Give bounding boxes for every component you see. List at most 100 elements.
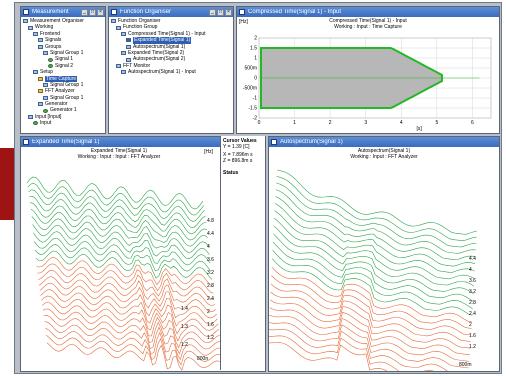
compressed-titlebar[interactable]: Compressed Time(Signal 1) - Input [237,7,499,17]
waterfall-trace [276,176,477,242]
measurement-tree-item[interactable]: Generator 1 [23,107,103,113]
waterfall-trace [27,182,205,216]
z-tick-label: 4 [207,244,210,250]
tree-item-label: Compressed Time(Signal 1) - Input [128,30,206,37]
waterfall-trace [43,314,220,349]
function-tree-item[interactable]: Function Group [111,24,231,30]
function-tree-item[interactable]: Expanded Time(Signal 1) [111,37,231,44]
z-tick-label: 2 [207,309,210,315]
waterfall-trace [38,270,215,300]
plot-subheader: Working : Input : Input : FFT Analyzer [77,153,161,160]
z-tick-label: 4.4 [207,231,214,237]
window-title: Measurement [32,9,69,15]
measurement-tree-item[interactable]: Working [23,24,103,30]
waterfall-trace [41,295,218,327]
function-tree-item[interactable]: Expanded Time(Signal 2) [111,50,231,56]
measurement-tree-item[interactable]: Frontend [23,31,103,37]
measurement-tree-item[interactable]: Signal Group 1 [23,50,103,56]
window-icon [271,139,277,145]
function-tree-item[interactable]: FFT Monitor [111,63,231,69]
autospectrum-waterfall-plot[interactable]: 4.4 4 3.6 3.2 2.8 2.4 2 1.6 1.2 800m [269,160,499,372]
tree-item-label: Signals [45,37,62,44]
window-icon [239,9,245,15]
minimize-button[interactable]: _ [81,8,88,16]
x-tick-label: 4 [400,120,403,126]
function-tree-item[interactable]: Compressed Time(Signal 1) - Input [111,31,231,37]
analyzer-icon [38,76,43,81]
close-button[interactable]: × [225,8,232,16]
function-icon [126,38,131,43]
folder-icon [43,95,48,100]
waterfall-trace [44,321,221,355]
tree-item-label: Autospectrum(Signal 1) - Input [128,69,196,76]
waterfall-trace [39,283,216,313]
measurement-tree-item[interactable]: Groups [23,44,103,50]
measurement-titlebar[interactable]: Measurement _ □ × [21,7,105,17]
measurement-tree-item[interactable]: Signals [23,37,103,43]
tree-item-label: FFT Monitor [123,62,151,69]
function-tree-item[interactable]: Autospectrum(Signal 2) [111,56,231,62]
waterfall-trace [29,195,206,228]
folder-icon [38,38,43,43]
z-tick-label: 2.4 [207,296,214,302]
x-tick-label: 2 [329,120,332,126]
z-tick-label: 4.4 [469,256,476,262]
tree-item-label: Time Capture [45,75,78,82]
waterfall-trace [46,342,221,371]
close-button[interactable]: × [97,8,104,16]
folder-icon [28,115,33,120]
z-tick-label: 2 [469,322,472,328]
z-tick-label: 2.4 [469,311,476,317]
z-tick-label: 1.2 [469,344,476,350]
tree-item-label: Expanded Time(Signal 1) [133,37,192,44]
y-tick-label: 500m [244,66,257,72]
waterfall-trace [46,334,221,366]
function-tree-item[interactable]: Function Organiser [111,18,231,24]
folder-icon [28,25,33,30]
measurement-tree-item[interactable]: Signal Group 1 [23,95,103,101]
measurement-tree-item[interactable]: Signal 2 [23,63,103,69]
x-tick-label: 3 [364,120,367,126]
waterfall-trace [38,276,216,306]
expanded-waterfall-plot[interactable]: 4.8 4.4 4 3.6 3.2 2.8 2.4 2 1.6 1.2 800n 1.4 1.3 1.2 [21,160,221,372]
measurement-tree-item[interactable]: Setup [23,69,103,75]
measurement-tree-item[interactable]: Input [Input] [23,114,103,120]
waterfall-trace [45,327,221,361]
measurement-tree-item[interactable]: Signal Group 1 [23,82,103,88]
waterfall-trace [270,291,471,342]
unit-label: [Hz] [204,149,213,155]
window-title: Compressed Time(Signal 1) - Input [248,9,342,15]
waterfall-trace [272,249,473,309]
minimize-button[interactable]: _ [209,8,216,16]
autospectrum-titlebar[interactable]: Autospectrum(Signal 1) [269,137,499,147]
tree-item-label: Autospectrum(Signal 1) [133,43,186,50]
tree-item-label: Groups [45,43,62,50]
measurement-tree-item[interactable]: Generator [23,101,103,107]
waterfall-trace [275,196,476,260]
x-tick-label: 1.2 [181,342,188,348]
tree-item-label: Input [Input] [35,113,62,120]
measurement-tree-item[interactable]: Input [23,120,103,126]
z-tick-label: 1.6 [469,333,476,339]
waterfall-trace [269,307,470,356]
maximize-button[interactable]: □ [89,8,96,16]
measurement-tree-item[interactable]: Time Capture [23,75,103,82]
tree-item-label: Signal Group 1 [50,49,84,56]
waterfall-trace [37,263,214,294]
measurement-tree-item[interactable]: FFT Analyzer [23,88,103,94]
y-tick-label: 2 [254,36,257,42]
function-tree-item[interactable]: Autospectrum(Signal 1) [111,44,231,50]
maximize-button[interactable]: □ [217,8,224,16]
function-titlebar[interactable]: Function Organiser _ □ × [109,7,233,17]
y-tick-label: 1.5 [250,46,257,52]
measurement-tree-item[interactable]: Signal 1 [23,56,103,62]
window-title: Function Organiser [120,9,172,15]
cursor-x: X = 7.896m s [223,152,253,158]
measurement-tree-item[interactable]: Measurement Organiser [23,18,103,24]
plot-header: Expanded Time(Signal 1) [90,148,148,154]
x-tick-label: 1 [293,120,296,126]
z-tick-label: 1.2 [207,335,214,341]
function-tree-item[interactable]: Autospectrum(Signal 1) - Input [111,69,231,75]
plot-subheader: Working : Input : FFT Analyzer [350,153,418,160]
